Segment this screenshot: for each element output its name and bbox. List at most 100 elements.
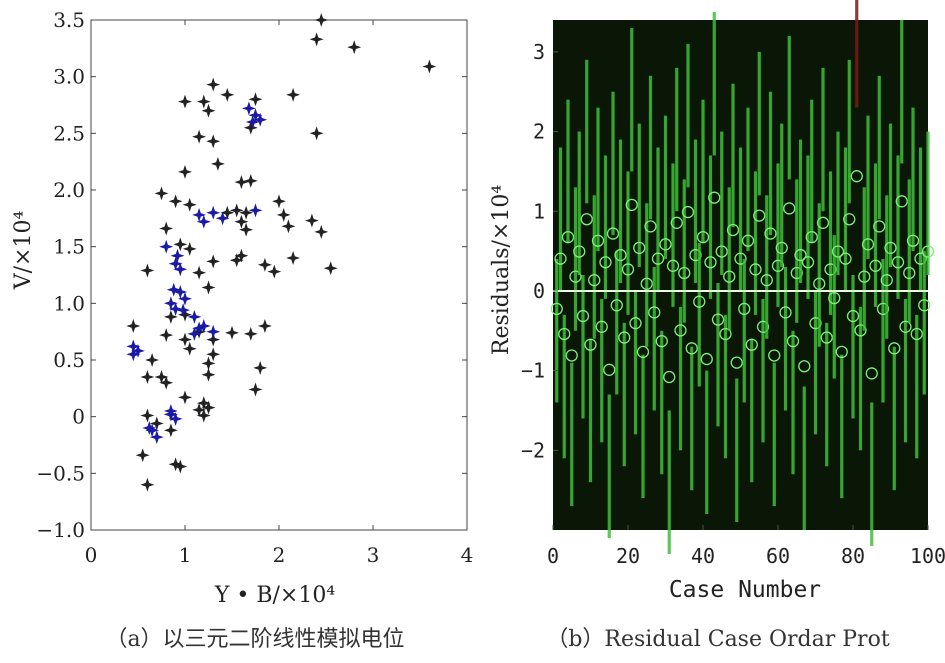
panel-b-residual-interval — [633, 290, 638, 435]
panel-a-point-black — [239, 222, 254, 237]
panel-b-residual-point — [888, 342, 901, 355]
panel-b-residual-point — [738, 302, 751, 316]
panel-b-residual-point — [820, 331, 833, 344]
panel-a-x-axis-title: Y • B/×10⁴ — [214, 583, 335, 608]
panel-b-residual-interval — [705, 370, 709, 515]
panel-b-residual-point — [914, 252, 927, 265]
panel-b-residual-point — [595, 320, 608, 333]
panel-b-residual-point — [779, 306, 792, 319]
panel-b-residual-interval — [750, 338, 754, 483]
panel-b-residual-point — [734, 252, 747, 265]
panel-b-residual-interval — [566, 99, 570, 244]
panel-b-residual-interval — [780, 123, 784, 268]
panel-b-residual-point — [741, 234, 755, 247]
panel-a-point-blue — [187, 309, 202, 324]
panel-a-point-black — [173, 237, 188, 252]
panel-b-residual-interval — [847, 59, 851, 204]
panel-b-residual-point — [606, 227, 620, 240]
panel-a-caption: （a）以三元二阶线性模拟电位 — [105, 627, 404, 652]
panel-b-residual-interval — [903, 298, 908, 443]
panel-b-residual-interval — [708, 155, 713, 299]
panel-b-residual-point — [798, 360, 811, 373]
panel-a-point-blue — [178, 291, 192, 306]
panel-a-point-black — [159, 375, 174, 390]
panel-b-residual-interval — [806, 155, 810, 299]
panel-b-residual-point — [768, 349, 781, 362]
panel-b-residual-point — [599, 256, 612, 269]
panel-b-residual-interval — [641, 354, 645, 499]
panel-b-y-axis-title: Residuals/×10⁴ — [489, 185, 514, 355]
panel-b-residual-point — [610, 299, 623, 312]
panel-b-residual-point — [659, 238, 672, 251]
panel-a-point-black — [192, 129, 207, 144]
panel-b-residual-point — [745, 338, 758, 351]
panel-b-residual-point — [584, 338, 597, 351]
panel-b-residual-interval — [652, 267, 656, 411]
panel-a-point-blue — [245, 115, 260, 129]
panel-b-residual-interval — [885, 195, 889, 339]
panel-b-residual-interval — [825, 322, 829, 467]
panel-b-residual-point — [685, 342, 698, 355]
panel-a-point-black — [257, 319, 272, 333]
panel-b-residual-point — [625, 198, 638, 212]
panel-a-point-black — [135, 448, 150, 463]
panel-b-residual-point — [753, 209, 766, 222]
panel-b-residual-point — [813, 277, 826, 290]
panel-b-residual-interval — [693, 139, 698, 283]
panel-b-residual-interval — [630, 27, 634, 172]
panel-b-residual-point — [708, 191, 721, 204]
panel-b-residual-point — [865, 367, 878, 380]
panel-b-residual-point — [681, 205, 695, 219]
panel-b-residual-point — [783, 202, 796, 215]
panel-b-residual-point — [715, 245, 728, 258]
panel-b-residual-interval — [716, 282, 720, 427]
panel-a-point-black — [201, 103, 216, 118]
panel-b-residual-interval — [660, 330, 664, 475]
panel-b-residual-interval — [656, 147, 660, 291]
panel-b-residual-interval — [900, 20, 904, 164]
panel-a-point-black — [201, 280, 216, 295]
panel-b-residual-interval — [926, 131, 930, 275]
panel-a-point-blue — [215, 211, 230, 226]
panel-a-point-blue — [241, 101, 256, 116]
panel-b-residual-plot: 0 20 40 60 80 100 −2 −1 0 1 2 3 Residuals/×10⁴ Case… — [489, 0, 945, 652]
panel-b-residual-point — [790, 266, 803, 280]
panel-a-point-blue — [163, 404, 178, 418]
panel-b-residual-interval — [855, 0, 859, 108]
panel-b-residual-interval — [892, 346, 896, 491]
panel-a-point-black — [253, 360, 268, 375]
panel-a-point-black — [243, 326, 258, 341]
panel-b-x-tick-label: 80 — [841, 544, 865, 568]
panel-b-residual-interval — [663, 115, 668, 260]
panel-b-residual-interval — [911, 107, 915, 252]
panel-b-residual-point — [903, 266, 916, 280]
panel-b-residual-interval — [682, 179, 686, 323]
panel-b-residual-interval — [626, 171, 630, 315]
panel-b-residual-point — [723, 270, 736, 283]
panel-b-residual-interval — [870, 402, 874, 546]
panel-b-residual-point — [629, 317, 642, 330]
panel-b-residual-point — [854, 324, 867, 337]
panel-b-residual-interval — [832, 235, 836, 379]
panel-b-x-tick-label: 60 — [766, 544, 790, 568]
panel-a-point-black — [140, 370, 155, 384]
panel-b-residual-interval — [678, 306, 683, 451]
panel-a-point-black — [206, 254, 221, 269]
panel-b-residual-point — [614, 248, 627, 262]
panel-a-point-blue — [142, 421, 157, 435]
panel-b-residual-point — [884, 241, 897, 255]
panel-a-point-black — [206, 134, 221, 149]
panel-b-residual-point — [558, 327, 571, 341]
panel-b-residual-point — [839, 252, 852, 265]
panel-b-residual-interval — [907, 179, 911, 323]
panel-b-x-tick-label: 100 — [910, 544, 945, 568]
panel-a-point-black — [225, 325, 239, 340]
panel-b-residual-point — [876, 302, 890, 316]
panel-a-point-black — [163, 423, 178, 438]
panel-b-residual-interval — [873, 163, 878, 307]
panel-b-residual-point — [771, 259, 785, 272]
panel-b-residual-interval — [851, 275, 855, 419]
panel-a-point-black — [309, 126, 324, 141]
panel-a-point-black — [206, 77, 221, 92]
panel-a-point-black — [243, 120, 258, 135]
